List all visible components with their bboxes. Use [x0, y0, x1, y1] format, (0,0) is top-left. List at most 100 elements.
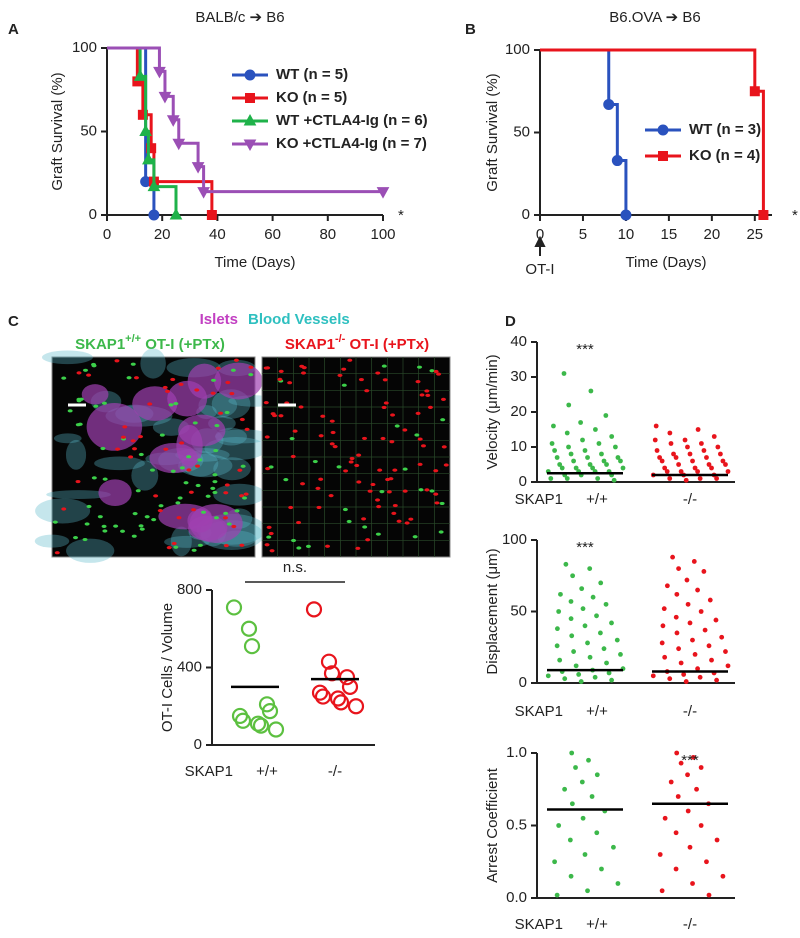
- cell: [205, 494, 211, 498]
- point: [704, 455, 709, 460]
- point: [597, 630, 603, 636]
- point: [723, 649, 728, 654]
- cell: [126, 376, 132, 380]
- point: [545, 673, 551, 679]
- point: [714, 837, 720, 843]
- cell: [268, 465, 274, 469]
- cell: [248, 365, 254, 369]
- point: [685, 772, 690, 778]
- panel-letter: C: [8, 313, 19, 330]
- marker: [197, 187, 210, 199]
- cell: [130, 439, 136, 443]
- cell: [386, 490, 392, 494]
- point: [694, 786, 699, 792]
- point: [564, 476, 570, 481]
- point: [618, 458, 623, 464]
- image-label: SKAP1-/- OT-I (+PTx): [285, 333, 429, 353]
- point: [559, 465, 565, 471]
- point: [699, 441, 704, 446]
- cell: [408, 517, 414, 521]
- point: [698, 609, 704, 614]
- point: [714, 476, 719, 481]
- cell: [84, 522, 90, 526]
- point: [606, 670, 612, 676]
- point: [549, 441, 555, 446]
- point: [587, 462, 593, 467]
- cell: [425, 393, 431, 397]
- cell: [213, 448, 219, 453]
- point: [243, 638, 261, 655]
- cell: [290, 454, 296, 459]
- point: [613, 444, 618, 450]
- y-tick-label: 20: [510, 403, 527, 420]
- marker: [153, 66, 166, 79]
- legend-label: KO (n = 4): [689, 147, 760, 164]
- islet: [98, 479, 132, 506]
- cell: [301, 365, 307, 370]
- marker: [158, 91, 172, 104]
- point: [657, 852, 663, 857]
- point: [690, 458, 695, 464]
- cell: [433, 492, 439, 496]
- cell: [188, 490, 194, 494]
- cell: [75, 479, 81, 484]
- cell: [222, 516, 228, 520]
- cell: [429, 489, 435, 493]
- cell: [153, 494, 159, 498]
- y-axis-label: OT-I Cells / Volume: [159, 603, 176, 732]
- point: [573, 465, 579, 471]
- point: [573, 765, 578, 770]
- point: [311, 684, 329, 701]
- cell: [312, 459, 318, 464]
- point: [593, 427, 598, 432]
- cell: [197, 458, 203, 462]
- cell: [264, 435, 270, 439]
- y-tick-label: 0: [519, 473, 527, 490]
- cell: [224, 410, 230, 415]
- cell: [429, 369, 435, 373]
- point: [568, 616, 574, 622]
- cell: [415, 411, 421, 415]
- cell: [414, 433, 420, 437]
- point: [599, 451, 604, 457]
- point: [578, 679, 584, 684]
- cell: [223, 491, 229, 495]
- x-axis-label: Time (Days): [214, 254, 295, 271]
- cell: [192, 421, 198, 425]
- label-part: SKAP1: [285, 336, 335, 353]
- y-tick-label: 400: [177, 658, 202, 675]
- cell: [179, 466, 185, 470]
- x-tick-label: -/-: [683, 491, 697, 508]
- cell: [211, 378, 217, 382]
- marker: [146, 143, 157, 154]
- marker: [169, 207, 183, 220]
- cell: [420, 444, 426, 448]
- y-tick-label: 100: [505, 41, 530, 58]
- legend-label: WT +CTLA4-Ig (n = 6): [276, 112, 428, 129]
- point: [566, 402, 572, 408]
- point: [692, 652, 698, 657]
- cell: [266, 525, 272, 529]
- x-tick-label: +/+: [586, 703, 608, 720]
- cell: [269, 549, 275, 553]
- vessel: [66, 538, 115, 563]
- cell: [229, 391, 235, 396]
- cell: [325, 544, 331, 548]
- point: [676, 646, 681, 652]
- point: [720, 458, 726, 464]
- marker: [658, 151, 668, 161]
- cell: [296, 546, 302, 550]
- cell: [392, 468, 398, 472]
- cell: [54, 551, 60, 555]
- point: [683, 679, 689, 684]
- cell: [381, 405, 387, 410]
- cell: [183, 481, 189, 485]
- cell: [336, 465, 342, 469]
- cell: [288, 505, 294, 510]
- point: [662, 465, 668, 471]
- point: [576, 672, 582, 677]
- cell: [97, 515, 103, 519]
- cell: [248, 372, 254, 377]
- cell: [61, 376, 67, 380]
- point: [659, 640, 665, 646]
